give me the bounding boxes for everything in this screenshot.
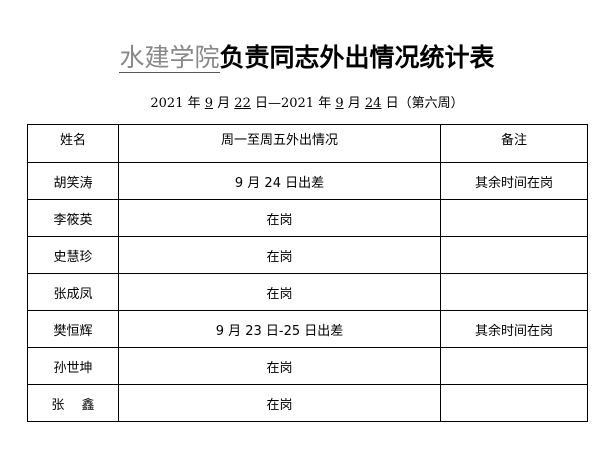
day-start: 22 (234, 96, 251, 111)
org-name: 水建学院 (119, 43, 220, 73)
header-status: 周一至周五外出情况 (118, 124, 441, 163)
note-cell: 其余时间在岗 (440, 162, 588, 200)
title-rest: 负责同志外出情况统计表 (219, 43, 495, 72)
name-cell: 胡笑涛 (27, 162, 119, 200)
status-cell: 9 月 23 日-25 日出差 (118, 310, 441, 348)
name-cell: 樊恒辉 (27, 310, 119, 348)
status-cell: 在岗 (118, 236, 441, 274)
note-cell (440, 273, 588, 311)
month-end: 9 (335, 96, 344, 111)
table-row: 樊恒辉 9 月 23 日-25 日出差 其余时间在岗 (27, 310, 588, 348)
statistics-table: 姓名 周一至周五外出情况 备注 胡笑涛 9 月 24 日出差 其余时间在岗 李筱英在… (27, 124, 588, 422)
month-start: 9 (204, 96, 214, 111)
week-label: （第六周） (398, 96, 464, 111)
table-row: 孙世坤 在岗 (27, 347, 588, 385)
note-cell (440, 199, 588, 237)
name-cell: 张 鑫 (27, 384, 119, 422)
status-cell: 在岗 (118, 347, 441, 385)
table-row: 李筱英 在岗 (27, 199, 588, 237)
header-name: 姓名 (27, 124, 119, 163)
table-row: 张 鑫在岗 (27, 384, 588, 422)
year-end: 2021 (280, 96, 315, 111)
status-cell: 9 月 24 日出差 (118, 162, 441, 200)
note-cell (440, 347, 588, 385)
date-range: 2021 年 9 月 22 日—2021 年 9 月 24 日（第六周） (150, 96, 464, 111)
name-cell: 李筱英 (27, 199, 119, 237)
name-cell: 张成凤 (27, 273, 119, 311)
note-cell (440, 236, 588, 274)
note-cell: 其余时间在岗 (440, 310, 588, 348)
document-title: 水建学院负责同志外出情况统计表 (0, 38, 614, 74)
header-row: 姓名 周一至周五外出情况 备注 (27, 124, 588, 163)
table-row: 张成凤 在岗 (27, 273, 588, 311)
note-cell (440, 384, 588, 422)
status-cell: 在岗 (118, 384, 441, 422)
day-end: 24 (364, 96, 382, 111)
name-cell: 孙世坤 (27, 347, 119, 385)
status-cell: 在岗 (118, 199, 441, 237)
status-cell: 在岗 (118, 273, 441, 311)
table-row: 史慧珍 在岗 (27, 236, 588, 274)
name-cell: 史慧珍 (27, 236, 119, 274)
header-note: 备注 (440, 124, 588, 163)
year-start: 2021 (150, 96, 184, 111)
table-row: 胡笑涛 9 月 24 日出差 其余时间在岗 (27, 162, 588, 200)
